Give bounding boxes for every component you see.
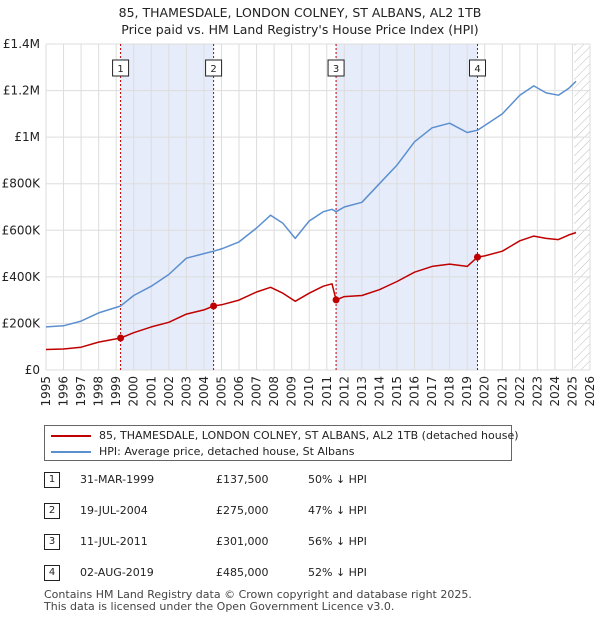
x-tick-label: 2011: [320, 376, 334, 407]
x-tick-label: 2021: [495, 376, 509, 407]
sale-marker-box: [327, 59, 345, 77]
sale-marker-box: [112, 59, 130, 77]
sale-date: 31-MAR-1999: [80, 473, 155, 486]
sale-hpi-diff: 52% ↓ HPI: [308, 566, 367, 579]
y-tick-label: £800K: [2, 177, 42, 191]
sale-row: 2 19-JUL-2004 £275,000 47% ↓ HPI: [44, 501, 404, 521]
x-tick-label: 2012: [337, 376, 351, 407]
sale-number-badge: 1: [44, 472, 60, 488]
sale-row: 3 11-JUL-2011 £301,000 56% ↓ HPI: [44, 532, 404, 552]
x-tick-label: 2009: [285, 376, 299, 407]
sale-date: 02-AUG-2019: [80, 566, 154, 579]
x-tick-label: 2008: [267, 376, 281, 407]
x-tick-label: 2016: [408, 376, 422, 407]
y-tick-label: £600K: [2, 223, 42, 237]
sale-marker-label: 3: [333, 64, 339, 75]
footer-attribution: Contains HM Land Registry data © Crown c…: [44, 589, 472, 613]
sale-row: 4 02-AUG-2019 £485,000 52% ↓ HPI: [44, 563, 404, 583]
x-tick-label: 1997: [74, 376, 88, 407]
x-tick-label: 2017: [425, 376, 439, 407]
legend-swatch-property: [51, 435, 91, 437]
x-tick-label: 2018: [443, 376, 457, 407]
sale-point: [210, 302, 218, 310]
x-tick-label: 1996: [57, 376, 71, 407]
x-tick-label: 2003: [179, 376, 193, 407]
sale-point: [332, 296, 340, 304]
x-tick-label: 2025: [565, 376, 579, 407]
sale-date: 19-JUL-2004: [80, 504, 148, 517]
x-tick-label: 1999: [109, 376, 123, 407]
x-tick-label: 2005: [214, 376, 228, 407]
x-tick-label: 1998: [92, 376, 106, 407]
sale-marker-label: 4: [474, 64, 480, 75]
series-line-property: [45, 231, 577, 351]
x-tick-label: 2024: [548, 376, 562, 407]
shaded-span: [336, 44, 478, 370]
sale-price: £275,000: [216, 504, 269, 517]
legend-label-property: 85, THAMESDALE, LONDON COLNEY, ST ALBANS…: [99, 429, 519, 442]
x-tick-label: 2013: [355, 376, 369, 407]
y-tick-label: £200K: [2, 316, 42, 330]
x-tick-label: 2023: [530, 376, 544, 407]
shaded-span: [120, 44, 214, 370]
sale-point: [117, 334, 125, 342]
price-chart: £0 £200K £400K £600K £800K £1M £1.2M £1.4M 1995 1…: [2, 37, 597, 407]
x-tick-label: 2007: [250, 376, 264, 407]
sale-marker-label: 1: [117, 64, 123, 75]
y-tick-label: £400K: [2, 270, 42, 284]
x-tick-label: 2001: [144, 376, 158, 407]
future-hatch-area: [574, 44, 590, 370]
chart-legend: 85, THAMESDALE, LONDON COLNEY, ST ALBANS…: [44, 425, 519, 461]
x-tick-label: 2000: [127, 376, 141, 407]
sale-marker-box: [469, 59, 487, 77]
y-tick-label: £1.4M: [3, 37, 40, 51]
sale-point: [474, 253, 482, 261]
sale-price: £137,500: [216, 473, 269, 486]
sale-number-badge: 2: [44, 503, 60, 519]
sale-marker-label: 2: [210, 64, 216, 75]
y-tick-label: £1.2M: [3, 84, 40, 98]
x-tick-label: 2020: [478, 376, 492, 407]
x-tick-label: 2014: [372, 376, 386, 407]
x-tick-label: 2019: [460, 376, 474, 407]
footer-line-1: Contains HM Land Registry data © Crown c…: [44, 588, 472, 601]
sale-price: £485,000: [216, 566, 269, 579]
sale-marker-box: [205, 59, 223, 77]
sale-hpi-diff: 56% ↓ HPI: [308, 535, 367, 548]
sale-price: £301,000: [216, 535, 269, 548]
sale-row: 1 31-MAR-1999 £137,500 50% ↓ HPI: [44, 470, 404, 490]
x-tick-label: 2026: [583, 376, 597, 407]
x-tick-label: 2006: [232, 376, 246, 407]
x-tick-label: 2004: [197, 376, 211, 407]
series-line-hpi: [45, 80, 577, 328]
sale-hpi-diff: 50% ↓ HPI: [308, 473, 367, 486]
footer-line-2: This data is licensed under the Open Gov…: [44, 600, 395, 613]
chart-title-line-1: 85, THAMESDALE, LONDON COLNEY, ST ALBANS…: [118, 5, 482, 20]
x-tick-label: 2015: [390, 376, 404, 407]
legend-swatch-hpi: [51, 451, 91, 453]
y-tick-label: £0: [25, 363, 40, 377]
x-tick-label: 1995: [39, 376, 53, 407]
sale-date: 11-JUL-2011: [80, 535, 148, 548]
y-tick-label: £1M: [14, 130, 40, 144]
sale-number-badge: 3: [44, 534, 60, 550]
legend-label-hpi: HPI: Average price, detached house, St A…: [99, 445, 355, 458]
chart-title-line-2: Price paid vs. HM Land Registry's House …: [121, 22, 479, 37]
x-tick-label: 2010: [302, 376, 316, 407]
sale-number-badge: 4: [44, 565, 60, 581]
x-tick-label: 2022: [513, 376, 527, 407]
sale-hpi-diff: 47% ↓ HPI: [308, 504, 367, 517]
x-tick-label: 2002: [162, 376, 176, 407]
